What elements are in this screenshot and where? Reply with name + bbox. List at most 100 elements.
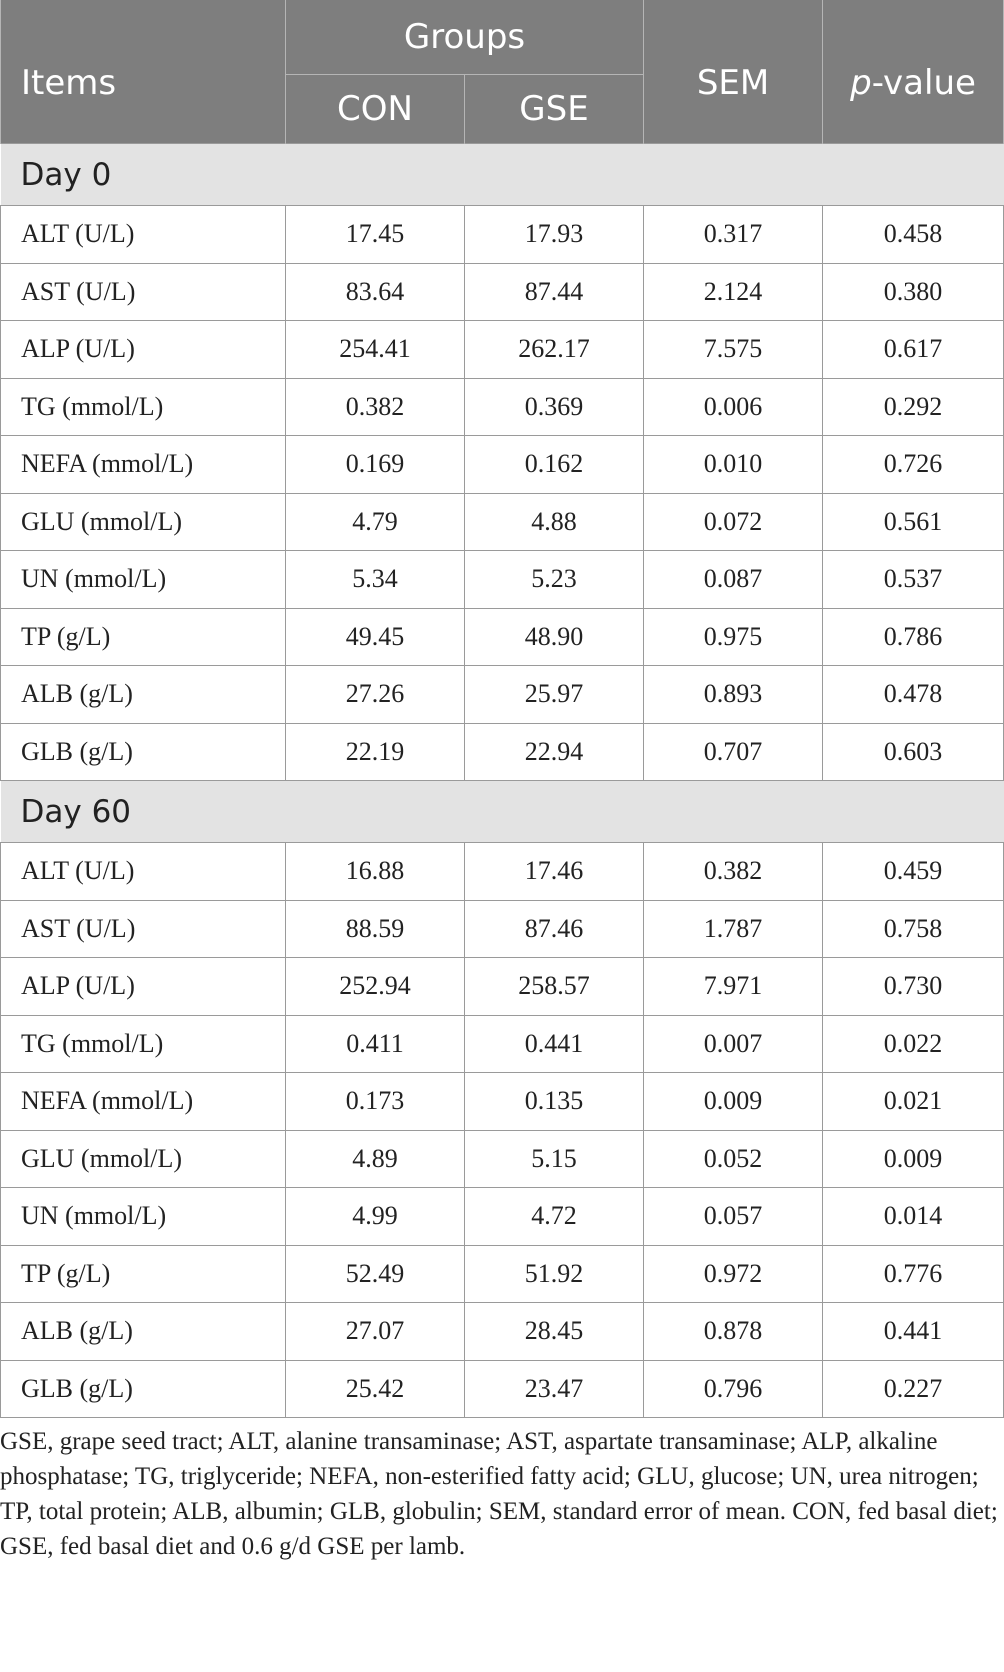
cell-item: TP (g/L) (0, 1244, 286, 1303)
cell-sem: 0.972 (643, 1244, 824, 1303)
cell-sem: 0.893 (643, 665, 824, 724)
cell-con: 83.64 (285, 262, 465, 321)
section-row: Day 0 (0, 143, 1004, 206)
cell-sem: 2.124 (643, 262, 824, 321)
cell-pvalue: 0.009 (822, 1129, 1004, 1188)
table-row: UN (mmol/L) 4.99 4.72 0.057 0.014 (0, 1187, 1004, 1246)
header-pvalue-italic: p (850, 62, 872, 103)
cell-pvalue: 0.537 (822, 550, 1004, 609)
table-container: Items Groups SEM p-value CON GSE Day 0 AL… (0, 0, 1004, 1418)
table-header: Items Groups SEM p-value CON GSE (0, 0, 1004, 144)
cell-item: UN (mmol/L) (0, 550, 286, 609)
table-row: AST (U/L) 83.64 87.44 2.124 0.380 (0, 262, 1004, 321)
cell-con: 252.94 (285, 957, 465, 1016)
cell-sem: 0.010 (643, 435, 824, 494)
table-row: ALB (g/L) 27.07 28.45 0.878 0.441 (0, 1302, 1004, 1361)
cell-gse: 17.93 (463, 205, 645, 264)
cell-con: 4.79 (285, 492, 465, 551)
cell-sem: 0.052 (643, 1129, 824, 1188)
cell-sem: 0.009 (643, 1072, 824, 1131)
cell-sem: 0.087 (643, 550, 824, 609)
table-row: GLB (g/L) 25.42 23.47 0.796 0.227 (0, 1359, 1004, 1418)
header-row-top: Items Groups SEM p-value (0, 0, 1004, 144)
cell-sem: 1.787 (643, 899, 824, 958)
cell-item: UN (mmol/L) (0, 1187, 286, 1246)
cell-con: 88.59 (285, 899, 465, 958)
table-row: TG (mmol/L) 0.411 0.441 0.007 0.022 (0, 1014, 1004, 1073)
cell-pvalue: 0.458 (822, 205, 1004, 264)
cell-gse: 28.45 (463, 1302, 645, 1361)
cell-item: GLU (mmol/L) (0, 492, 286, 551)
table-row: GLU (mmol/L) 4.79 4.88 0.072 0.561 (0, 492, 1004, 551)
table-row: TG (mmol/L) 0.382 0.369 0.006 0.292 (0, 377, 1004, 436)
cell-sem: 0.796 (643, 1359, 824, 1418)
table-row: NEFA (mmol/L) 0.173 0.135 0.009 0.021 (0, 1072, 1004, 1131)
cell-item: ALB (g/L) (0, 1302, 286, 1361)
cell-con: 27.07 (285, 1302, 465, 1361)
cell-pvalue: 0.603 (822, 722, 1004, 781)
table-row: ALT (U/L) 16.88 17.46 0.382 0.459 (0, 842, 1004, 901)
cell-con: 49.45 (285, 607, 465, 666)
cell-pvalue: 0.227 (822, 1359, 1004, 1418)
cell-pvalue: 0.730 (822, 957, 1004, 1016)
cell-con: 4.99 (285, 1187, 465, 1246)
table-row: ALB (g/L) 27.26 25.97 0.893 0.478 (0, 665, 1004, 724)
header-row-sub: CON GSE (1, 74, 1004, 144)
cell-con: 254.41 (285, 320, 465, 379)
cell-sem: 0.975 (643, 607, 824, 666)
section-row: Day 60 (0, 780, 1004, 843)
cell-gse: 0.162 (463, 435, 645, 494)
cell-gse: 48.90 (463, 607, 645, 666)
table-row: AST (U/L) 88.59 87.46 1.787 0.758 (0, 899, 1004, 958)
cell-con: 5.34 (285, 550, 465, 609)
cell-sem: 0.382 (643, 842, 824, 901)
table-row: NEFA (mmol/L) 0.169 0.162 0.010 0.726 (0, 435, 1004, 494)
cell-item: NEFA (mmol/L) (0, 435, 286, 494)
cell-gse: 0.441 (463, 1014, 645, 1073)
cell-gse: 0.135 (463, 1072, 645, 1131)
cell-sem: 0.007 (643, 1014, 824, 1073)
cell-item: TP (g/L) (0, 607, 286, 666)
cell-con: 0.382 (285, 377, 465, 436)
header-pvalue-suffix: -value (871, 62, 976, 103)
cell-sem: 0.878 (643, 1302, 824, 1361)
cell-item: ALP (U/L) (0, 320, 286, 379)
cell-con: 4.89 (285, 1129, 465, 1188)
cell-pvalue: 0.561 (822, 492, 1004, 551)
section-title: Day 60 (0, 780, 1004, 843)
cell-item: ALT (U/L) (0, 842, 286, 901)
cell-con: 0.173 (285, 1072, 465, 1131)
cell-gse: 51.92 (463, 1244, 645, 1303)
cell-gse: 258.57 (463, 957, 645, 1016)
table-row: TP (g/L) 52.49 51.92 0.972 0.776 (0, 1244, 1004, 1303)
cell-gse: 4.72 (463, 1187, 645, 1246)
cell-gse: 87.46 (463, 899, 645, 958)
cell-gse: 262.17 (463, 320, 645, 379)
cell-item: TG (mmol/L) (0, 377, 286, 436)
cell-pvalue: 0.380 (822, 262, 1004, 321)
header-sem: SEM (643, 0, 824, 144)
cell-pvalue: 0.022 (822, 1014, 1004, 1073)
cell-con: 17.45 (285, 205, 465, 264)
cell-gse: 22.94 (463, 722, 645, 781)
header-groups: Groups (284, 0, 645, 75)
cell-pvalue: 0.726 (822, 435, 1004, 494)
cell-pvalue: 0.758 (822, 899, 1004, 958)
cell-pvalue: 0.292 (822, 377, 1004, 436)
header-items: Items (0, 0, 286, 144)
table-body: Day 0 ALT (U/L) 17.45 17.93 0.317 0.458 AST (U… (0, 143, 1004, 1418)
cell-gse: 17.46 (463, 842, 645, 901)
cell-pvalue: 0.459 (822, 842, 1004, 901)
cell-con: 16.88 (285, 842, 465, 901)
table-row: ALP (U/L) 254.41 262.17 7.575 0.617 (0, 320, 1004, 379)
cell-sem: 0.072 (643, 492, 824, 551)
cell-gse: 25.97 (463, 665, 645, 724)
cell-item: NEFA (mmol/L) (0, 1072, 286, 1131)
cell-item: ALT (U/L) (0, 205, 286, 264)
cell-item: GLB (g/L) (0, 1359, 286, 1418)
cell-gse: 23.47 (463, 1359, 645, 1418)
cell-sem: 7.575 (643, 320, 824, 379)
cell-con: 27.26 (285, 665, 465, 724)
cell-item: GLU (mmol/L) (0, 1129, 286, 1188)
cell-sem: 0.057 (643, 1187, 824, 1246)
